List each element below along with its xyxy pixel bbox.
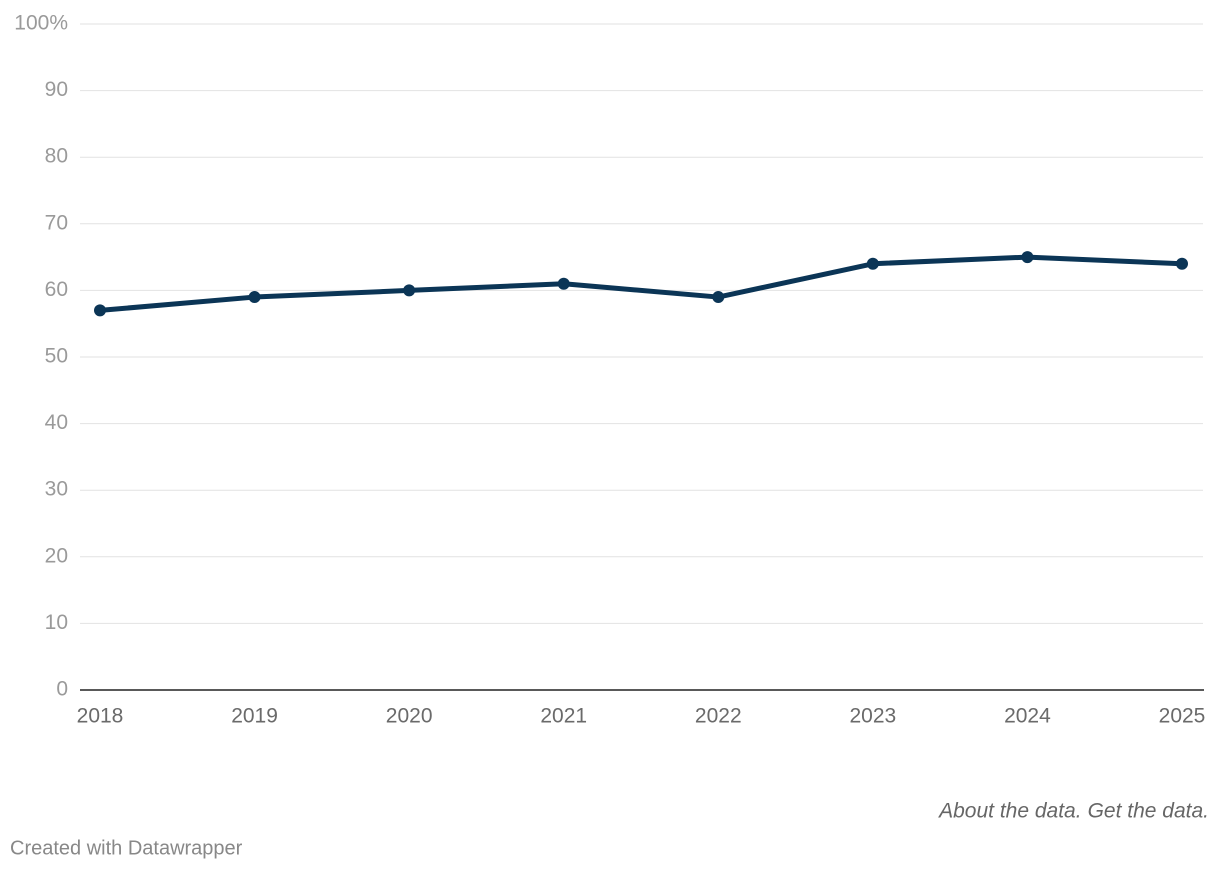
y-tick-label: 80: [45, 145, 68, 168]
x-tick-label: 2018: [77, 705, 124, 728]
data-link-text: About the data.: [937, 800, 1081, 823]
x-tick-label: 2021: [540, 705, 587, 728]
point: [1176, 257, 1188, 270]
point: [866, 257, 879, 270]
links: Get the data. About the data.: [937, 800, 1209, 823]
data-link[interactable]: Get the data.: [1088, 800, 1209, 823]
x-tick-label: 2025: [1159, 705, 1206, 728]
point: [94, 304, 106, 317]
point: [248, 291, 261, 304]
x-tick-label: 2019: [231, 705, 278, 728]
point: [557, 277, 570, 290]
y-tick-label: 30: [45, 478, 68, 501]
y-tick-label: 50: [45, 345, 68, 368]
y-tick-label: 60: [45, 278, 68, 301]
x-tick-label: 2022: [695, 705, 742, 728]
x-tick-label: 2023: [849, 705, 896, 728]
y-tick-label: 40: [45, 411, 68, 434]
point: [1021, 251, 1034, 264]
point: [712, 291, 725, 304]
x-tick-label: 2020: [386, 705, 433, 728]
y-tick-label: 70: [45, 211, 68, 234]
y-tick-label: 0: [56, 678, 68, 701]
x-tick-label: 2024: [1004, 705, 1051, 728]
y-tick-label: 90: [45, 78, 68, 101]
data-link[interactable]: About the data.: [937, 800, 1081, 823]
credit: Created with Datawrapper: [10, 837, 243, 859]
data-link-text: Get the data.: [1088, 800, 1209, 823]
point: [403, 284, 416, 297]
y-tick-label: 100%: [14, 12, 68, 35]
y-tick-label: 20: [45, 544, 68, 567]
y-tick-label: 10: [45, 611, 68, 634]
series-line: [99, 254, 1183, 313]
